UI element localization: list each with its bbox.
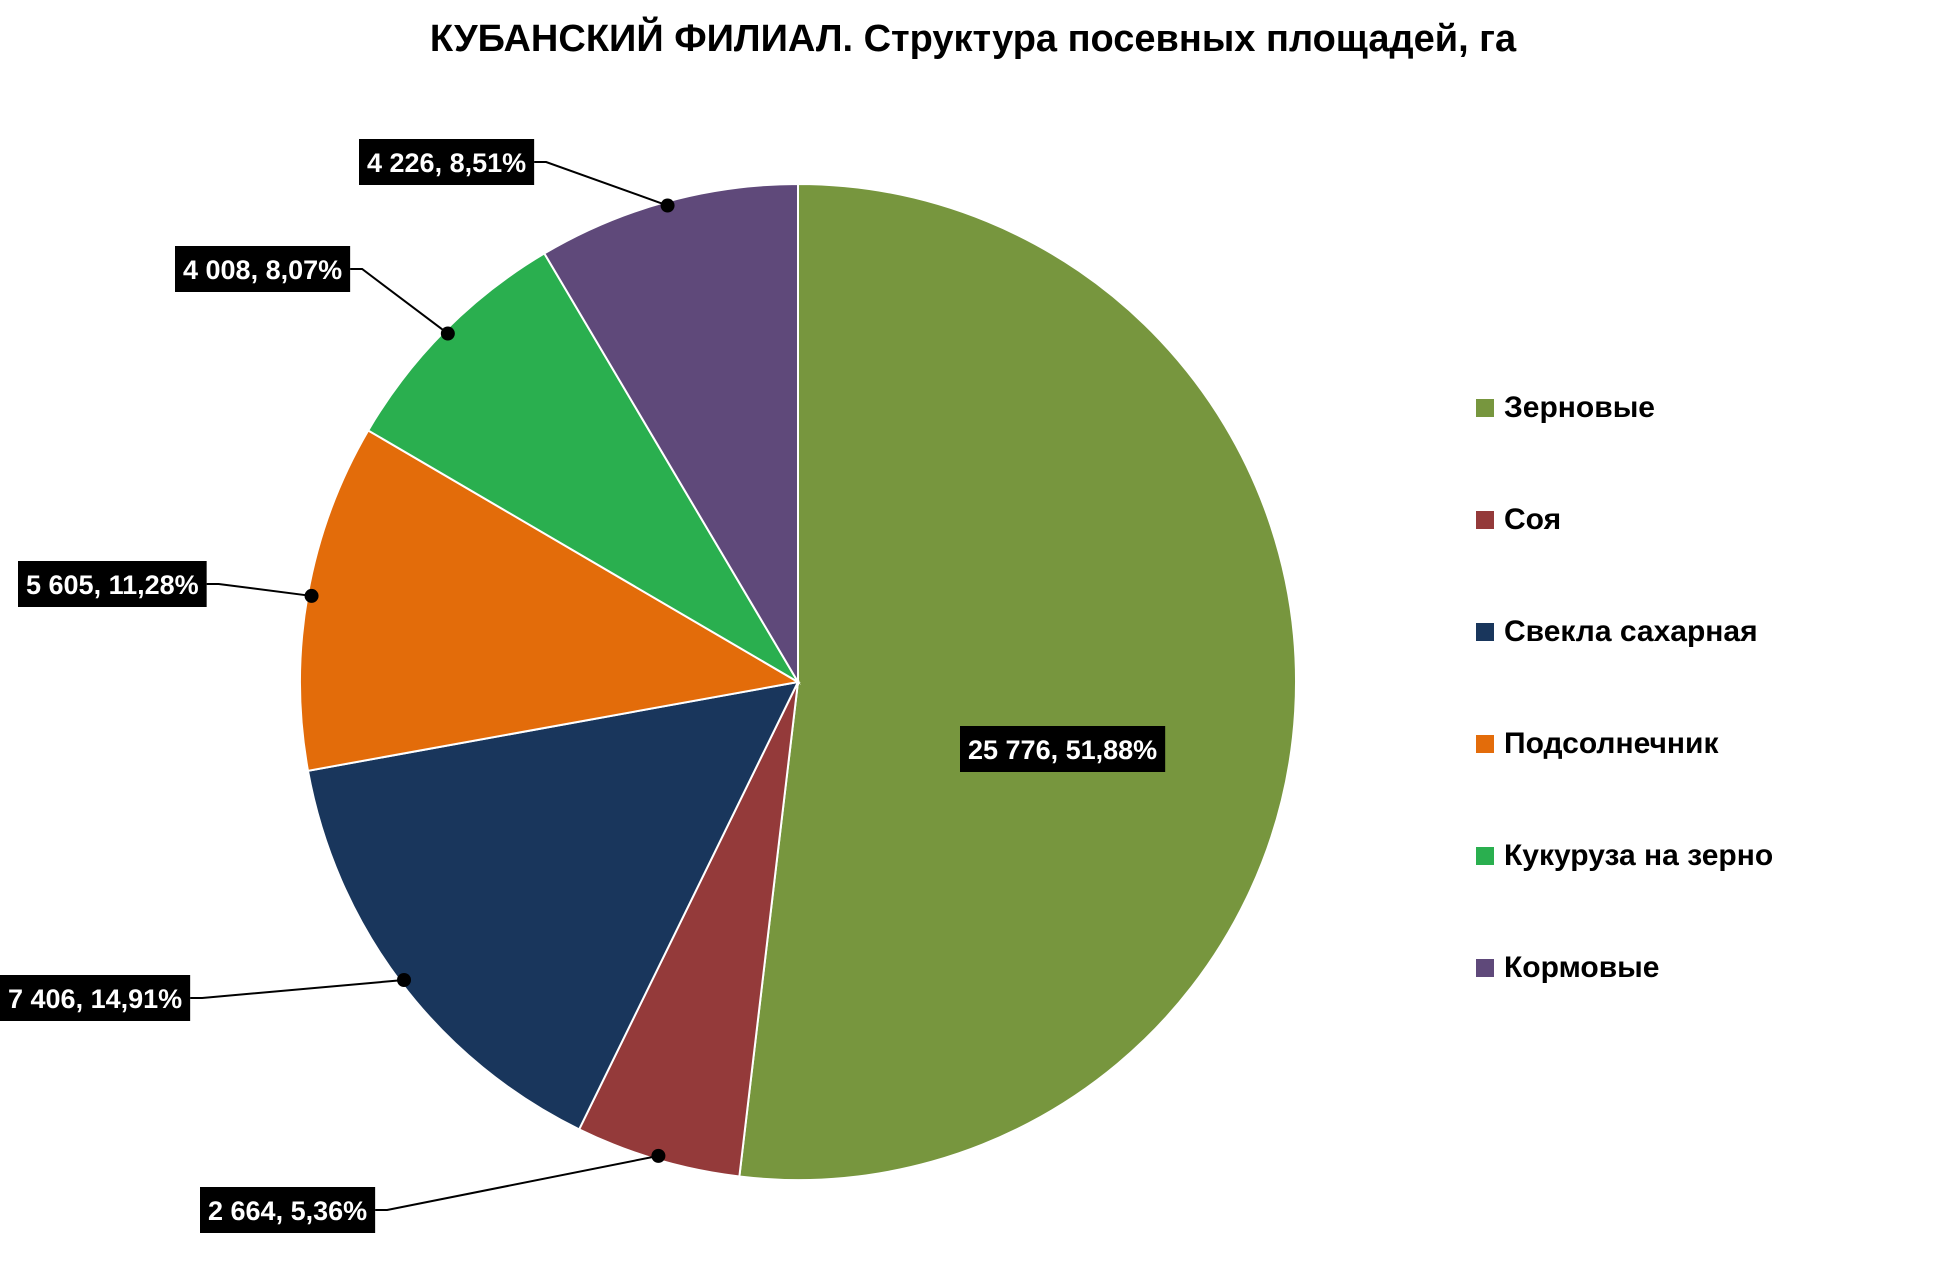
- leader-dot: [397, 973, 412, 988]
- legend-label: Кормовые: [1504, 951, 1660, 984]
- data-label-box: [0, 975, 191, 1021]
- leader-dot: [440, 326, 455, 341]
- data-label-box: [18, 561, 207, 607]
- legend-item: Кормовые: [1476, 912, 1773, 1024]
- legend: Зерновые Соя Свекла сахарная Подсолнечни…: [1476, 352, 1773, 1024]
- data-label: 25 776, 51,88%: [960, 726, 1166, 772]
- pie-slices: [299, 182, 1297, 1181]
- data-label: 4 226, 8,51%: [359, 139, 535, 185]
- data-label-text: 4 008, 8,07%: [183, 255, 342, 285]
- legend-label: Свекла сахарная: [1504, 615, 1758, 648]
- leader-dot: [651, 1148, 666, 1163]
- leader-dot: [660, 198, 675, 213]
- data-label-box: [200, 1187, 376, 1233]
- leader-line: [375, 1154, 659, 1211]
- chart-title: КУБАНСКИЙ ФИЛИАЛ. Структура посевных пло…: [429, 18, 1517, 60]
- legend-swatch: [1476, 623, 1494, 641]
- data-label: 7 406, 14,91%: [0, 975, 191, 1021]
- legend-item: Соя: [1476, 464, 1773, 576]
- legend-item: Зерновые: [1476, 352, 1773, 464]
- legend-swatch: [1476, 735, 1494, 753]
- data-label-text: 2 664, 5,36%: [208, 1196, 367, 1226]
- data-label: 4 008, 8,07%: [175, 246, 351, 292]
- data-label-box: [359, 139, 535, 185]
- leader-line: [206, 583, 312, 597]
- data-label: 2 664, 5,36%: [200, 1187, 376, 1233]
- data-label-box: [960, 726, 1166, 772]
- legend-item: Подсолнечник: [1476, 688, 1773, 800]
- data-label-box: [175, 246, 351, 292]
- legend-swatch: [1476, 399, 1494, 417]
- data-label-text: 7 406, 14,91%: [8, 984, 182, 1014]
- legend-item: Кукуруза на зерно: [1476, 800, 1773, 912]
- leader-line: [350, 268, 449, 335]
- legend-label: Подсолнечник: [1504, 727, 1719, 760]
- pie-slice: [738, 182, 1297, 1181]
- legend-label: Зерновые: [1504, 391, 1655, 424]
- leader-line: [190, 979, 405, 999]
- legend-swatch: [1476, 847, 1494, 865]
- data-label-text: 5 605, 11,28%: [26, 570, 199, 600]
- data-labels: 25 776, 51,88% 2 664, 5,36% 7 406, 14,91% 5…: [0, 139, 1166, 1233]
- leader-lines: [190, 161, 675, 1211]
- leader-line: [534, 161, 668, 207]
- legend-label: Соя: [1504, 503, 1562, 536]
- data-label-text: 4 226, 8,51%: [367, 148, 526, 178]
- data-label: 5 605, 11,28%: [18, 561, 207, 607]
- legend-swatch: [1476, 959, 1494, 977]
- legend-label: Кукуруза на зерно: [1504, 839, 1774, 872]
- data-label-text: 25 776, 51,88%: [968, 735, 1157, 765]
- leader-dot: [304, 588, 319, 603]
- legend-swatch: [1476, 511, 1494, 529]
- legend-item: Свекла сахарная: [1476, 576, 1773, 688]
